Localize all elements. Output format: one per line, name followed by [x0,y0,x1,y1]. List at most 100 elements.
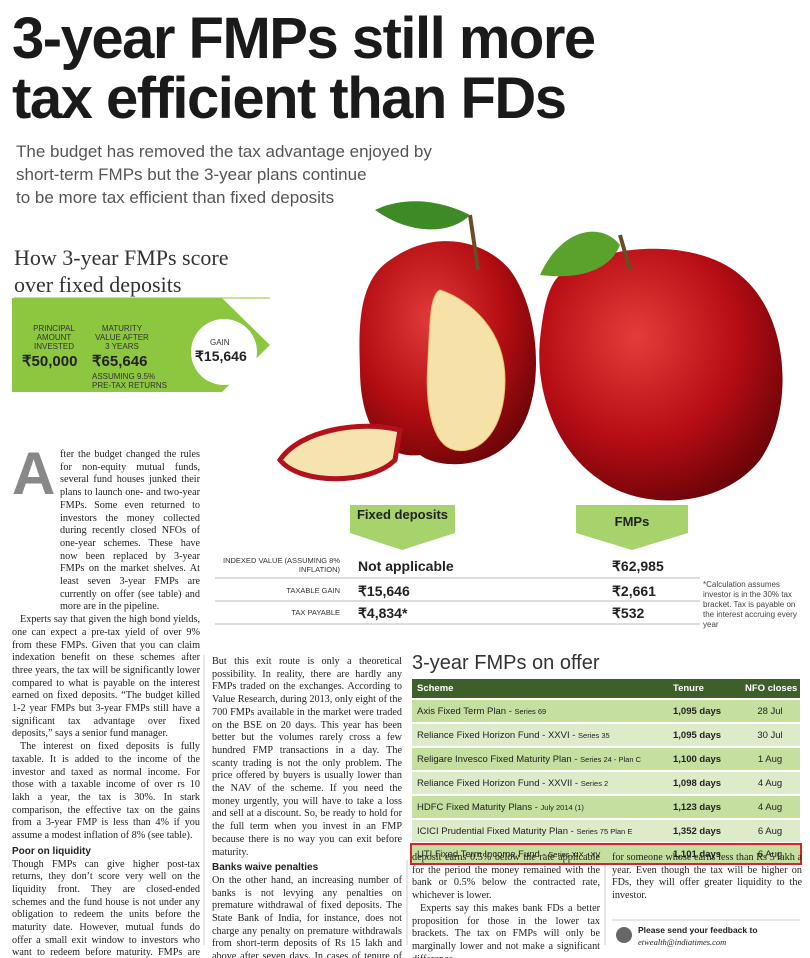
fmp-value: ₹2,661 [612,583,656,599]
tenure-cell: 1,100 days [673,753,722,765]
gain-value: ₹15,646 [195,348,247,364]
headline: 3-year FMPs still more [12,6,596,71]
scheme-cell: Axis Fixed Term Plan - Series 69 [412,706,668,717]
scheme-cell: Reliance Fixed Horizon Fund - XXVII - Se… [412,778,668,789]
assumption: ASSUMING 9.5% PRE-TAX RETURNS [92,372,167,390]
tenure-cell: 1,123 days [673,801,722,813]
row-label: TAX PAYABLE [291,608,340,617]
principal-label: PRINCIPAL AMOUNT INVESTED [33,324,75,351]
stem [468,214,480,271]
scheme-name: Axis Fixed Term Plan - [417,705,512,717]
feedback-icon [616,927,632,943]
scheme-series: Series 35 [578,730,610,740]
paragraph: Though FMPs can give higher post-tax ret… [12,858,200,958]
headline: tax efficient than FDs [12,66,567,131]
header-cell: Scheme [417,683,454,694]
paragraph: The interest on fixed deposits is fully … [12,741,200,842]
scheme-name: UTI Fixed Term Income Fund - [417,848,546,860]
fmp-value: ₹62,985 [612,558,664,574]
fd-header-shape [350,505,455,550]
subtitle: The budget has removed the tax advantage… [16,142,432,161]
column: deposit earns 0.5% below the rate applic… [412,852,600,958]
table-row: Axis Fixed Term Plan - Series 69 1,095 da… [412,700,800,722]
leaf [540,231,620,277]
paragraph: Experts say that given the high bond yie… [12,614,200,740]
fmp-value: ₹532 [612,605,645,621]
fmp-header: FMPs [614,514,650,529]
paragraph: for someone whose earns less than Rs 5 l… [612,852,802,902]
scheme-name: Reliance Fixed Horizon Fund - XXVII - [417,777,579,789]
tenure-cell: 1,095 days [673,705,722,717]
table-row: ICICI Prudential Fixed Maturity Plan - S… [412,820,800,842]
table-row: Reliance Fixed Horizon Fund - XXVII - Se… [412,772,800,794]
principal-value: ₹50,000 [22,353,78,370]
scheme-cell: Reliance Fixed Horizon Fund - XXVI - Ser… [412,730,668,741]
paragraph: deposit earns 0.5% below the rate applic… [412,852,600,902]
scheme-series: Series XIX - XV [548,849,601,859]
nfo-cell: 6 Aug [757,825,783,837]
nfo-cell: 6 Aug [757,848,783,860]
row-label: INDEXED VALUE (ASSUMING 8% INFLATION) [223,556,340,574]
table-row: UTI Fixed Term Income Fund - Series XIX … [410,843,802,865]
header-row: Scheme Tenure NFO closes [412,679,800,698]
nfo-cell: 30 Jul [757,729,783,741]
scheme-series: July 2014 (1) [540,802,584,812]
paragraph: fter the budget changed the rules for no… [60,449,200,613]
scheme-name: HDFC Fixed Maturity Plans - [417,801,538,813]
gain-label: GAIN [210,338,230,347]
paragraph: But this exit route is only a theoretica… [212,656,402,858]
subtitle: short-term FMPs but the 3-year plans con… [16,165,367,184]
tenure-cell: 1,095 days [673,729,722,741]
scheme-cell: HDFC Fixed Maturity Plans - July 2014 (1… [412,802,668,813]
fd-header: Fixed deposits [356,507,449,522]
tenure-cell: 1,098 days [673,777,722,789]
column: fter the budget changed the rules for no… [12,449,200,958]
drop-cap: A [12,440,56,507]
offer-table: Scheme Tenure NFO closes Axis Fixed Term Pl… [410,679,802,865]
scheme-cell: UTI Fixed Term Income Fund - Series XIX … [412,849,668,860]
scheme-series: Series 75 Plan E [576,826,633,836]
apple-slice [276,423,403,482]
table-row: Reliance Fixed Horizon Fund - XXVI - Ser… [412,724,800,746]
feedback-label: Please send your feedback to [638,925,758,935]
scheme-name: ICICI Prudential Fixed Maturity Plan - [417,825,574,837]
stem [618,234,632,271]
maturity-value: ₹65,646 [92,353,148,370]
subhead: Banks waive penalties [212,862,319,874]
tenure-cell: 1,101 days [673,848,722,860]
fmp-header-shape [576,505,688,550]
header-cell: NFO closes [745,683,798,694]
tenure-cell: 1,352 days [673,825,722,837]
scheme-series: Series 2 [580,778,609,788]
scheme-series: Series 69 [514,706,547,716]
subhead: Poor on liquidity [12,845,91,857]
apple-right [539,248,783,501]
leaf [375,201,470,230]
scheme-cell: Religare Invesco Fixed Maturity Plan - S… [412,754,668,765]
nfo-cell: 28 Jul [757,705,783,717]
scheme-name: Reliance Fixed Horizon Fund - XXVI - [417,729,576,741]
nfo-cell: 4 Aug [757,777,783,789]
nfo-cell: 1 Aug [757,753,783,765]
scheme-name: Religare Invesco Fixed Maturity Plan - [417,753,578,765]
header-cell: Tenure [673,683,704,694]
paragraph: Experts say this makes bank FDs a better… [412,902,600,958]
gain-circle [191,319,257,385]
scheme-series: Series 24 - Plan C [580,754,642,764]
feedback-email: etwealth@indiatimes.com [638,937,727,947]
scheme-cell: ICICI Prudential Fixed Maturity Plan - S… [412,826,668,837]
apple-cut [426,289,506,452]
graphic-title: How 3-year FMPs score [14,245,229,270]
row-label: TAXABLE GAIN [286,586,340,595]
footnote: *Calculation assumes investor is in the … [703,580,797,629]
paragraph: On the other hand, an increasing number … [212,874,402,958]
table-row: Religare Invesco Fixed Maturity Plan - S… [412,748,800,770]
fd-value: Not applicable [358,558,454,574]
table-title: 3-year FMPs on offer [412,652,600,674]
column: But this exit route is only a theoretica… [212,656,402,958]
maturity-label: MATURITY VALUE AFTER 3 YEARS [95,324,149,351]
table-row: HDFC Fixed Maturity Plans - July 2014 (1… [412,796,800,818]
graphic-title: over fixed deposits [14,272,182,297]
